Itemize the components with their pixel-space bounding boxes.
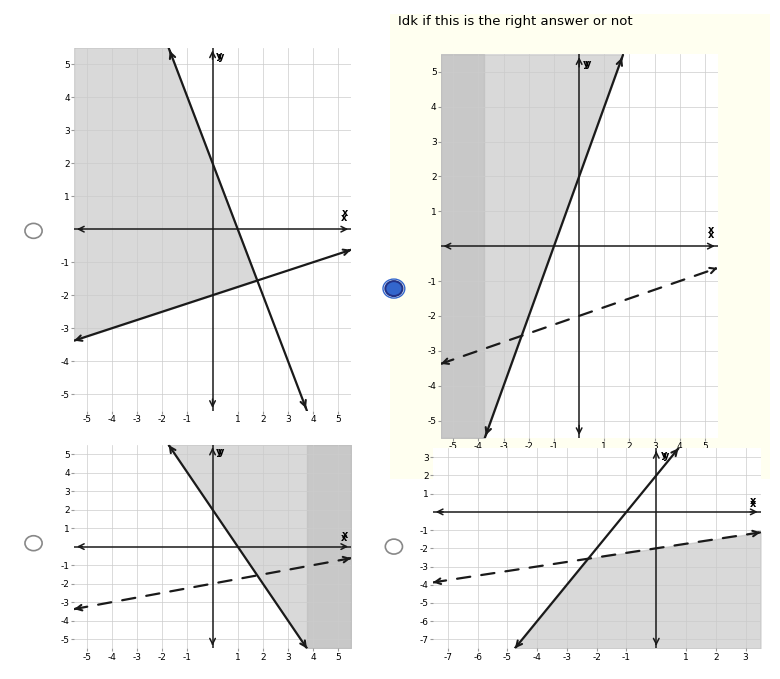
Text: Idk if this is the right answer or not: Idk if this is the right answer or not <box>398 15 633 28</box>
Text: y: y <box>583 58 590 69</box>
Text: x: x <box>342 530 348 540</box>
Text: y: y <box>216 52 223 62</box>
Text: x: x <box>750 496 757 506</box>
Text: x: x <box>708 225 714 235</box>
Text: y: y <box>663 451 669 460</box>
Text: x: x <box>341 533 347 543</box>
Text: y: y <box>218 52 225 62</box>
Text: y: y <box>218 447 225 457</box>
Text: x: x <box>342 208 348 218</box>
Text: y: y <box>585 59 591 69</box>
Text: y: y <box>661 450 667 460</box>
Text: x: x <box>341 213 347 223</box>
Text: x: x <box>750 498 756 509</box>
Text: y: y <box>216 447 223 457</box>
Text: x: x <box>707 230 714 240</box>
